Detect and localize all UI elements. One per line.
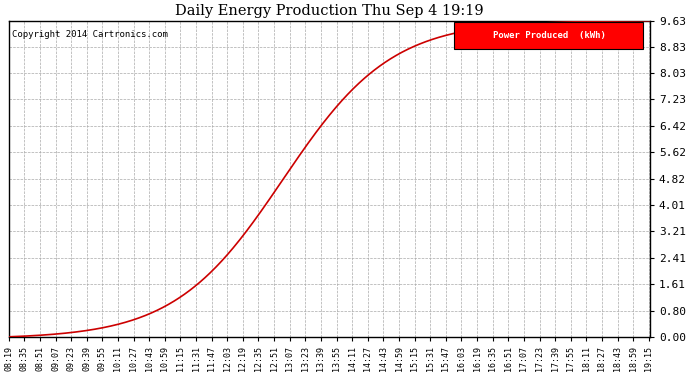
FancyBboxPatch shape xyxy=(454,22,643,49)
Title: Daily Energy Production Thu Sep 4 19:19: Daily Energy Production Thu Sep 4 19:19 xyxy=(175,4,484,18)
Text: Copyright 2014 Cartronics.com: Copyright 2014 Cartronics.com xyxy=(12,30,168,39)
Text: Power Produced  (kWh): Power Produced (kWh) xyxy=(493,32,606,40)
